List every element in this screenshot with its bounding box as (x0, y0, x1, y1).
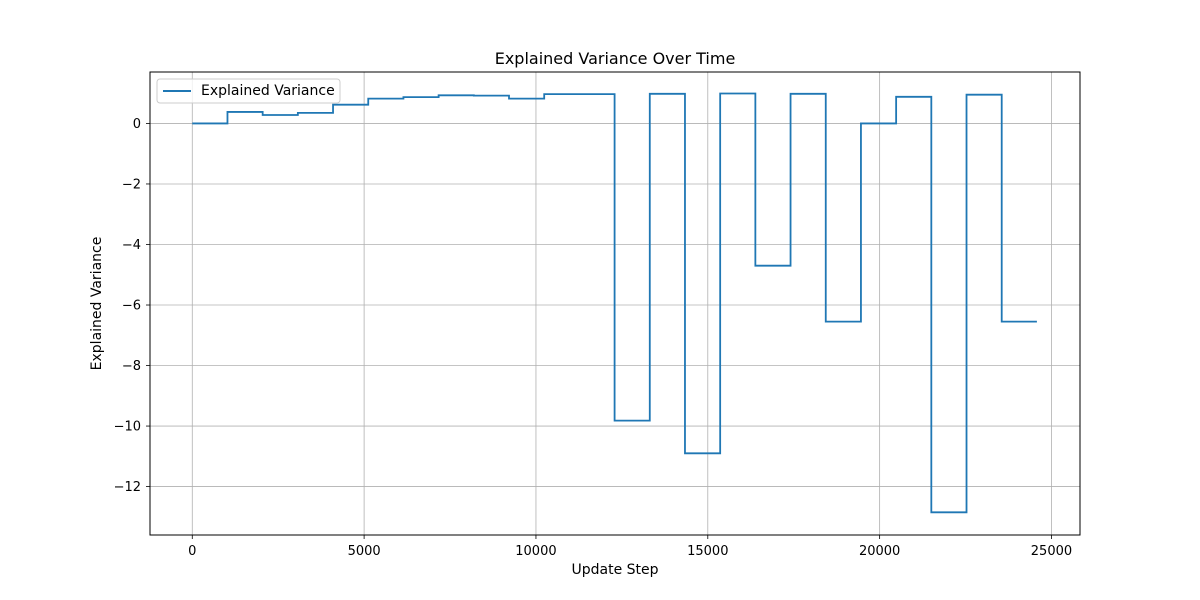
series-line-explained-variance (192, 92, 1037, 514)
x-tick-label: 10000 (515, 544, 556, 559)
y-axis: 0 −2 −4 −6 −8 −10 −12 (114, 117, 150, 495)
plot-frame (149, 71, 1081, 536)
legend: Explained Variance (156, 78, 341, 104)
y-tick-label: −12 (114, 480, 141, 495)
y-tick-label: −6 (122, 299, 141, 314)
y-tick-label: 0 (133, 117, 141, 132)
y-tick-label: −4 (122, 238, 141, 253)
x-tick-label: 0 (188, 544, 196, 559)
x-tick-label: 5000 (348, 544, 381, 559)
x-axis-label: Update Step (571, 562, 658, 578)
legend-box (156, 78, 341, 104)
chart-title: Explained Variance Over Time (495, 49, 736, 68)
series-layer (192, 92, 1037, 514)
x-tick-label: 25000 (1031, 544, 1072, 559)
x-tick-label: 20000 (859, 544, 900, 559)
y-axis-label: Explained Variance (89, 237, 105, 371)
legend-label: Explained Variance (201, 83, 335, 99)
y-tick-label: −10 (114, 420, 141, 435)
x-axis: 0 5000 10000 15000 20000 25000 (188, 535, 1072, 559)
y-tick-label: −2 (122, 177, 141, 192)
y-tick-label: −8 (122, 359, 141, 374)
x-tick-label: 15000 (687, 544, 728, 559)
